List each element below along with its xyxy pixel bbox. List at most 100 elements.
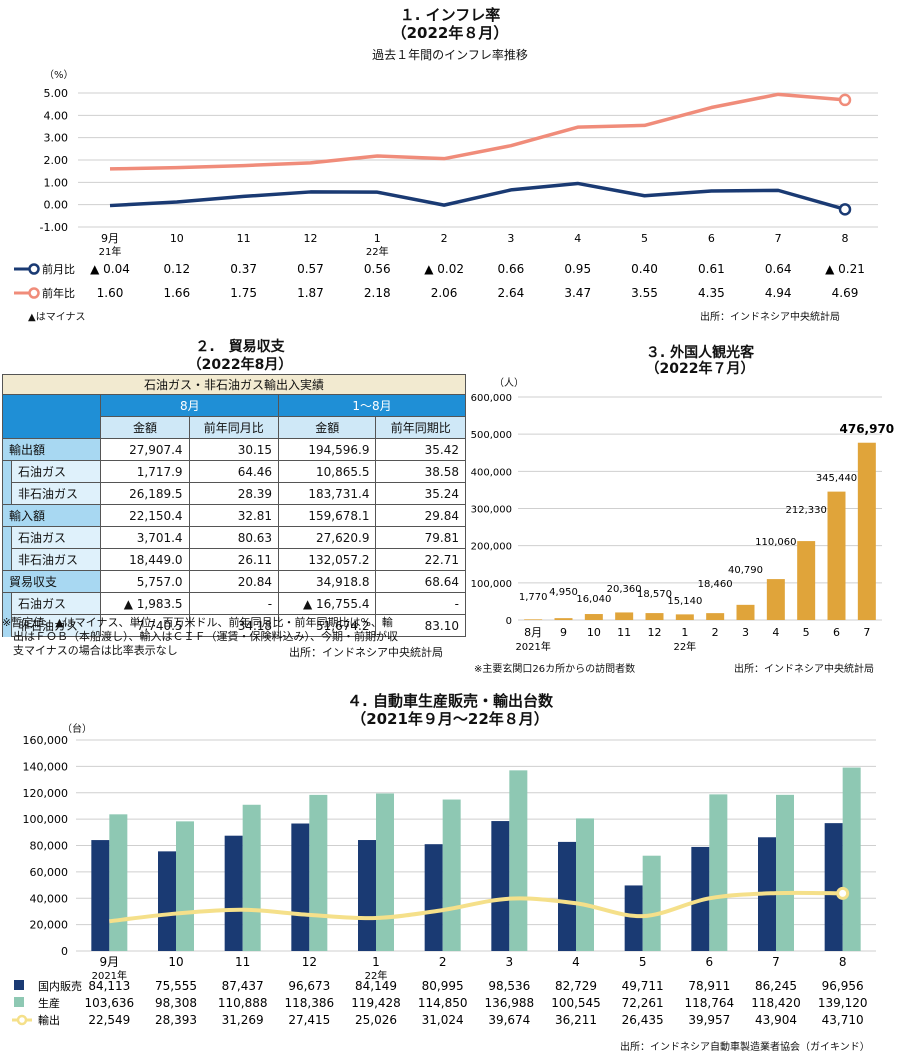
data-label: 100,545 (551, 996, 601, 1010)
row-label: 輸出額 (1, 438, 102, 461)
sec4-subtitle: （2021年９月～22年８月） (351, 710, 549, 728)
x-tick-label: 3 (507, 232, 514, 245)
y-tick-label: 400,000 (471, 467, 512, 478)
y-tick-label: 0 (61, 945, 68, 958)
table-cell: 51,674.2 (278, 614, 377, 637)
sec2-source: 出所：インドネシア中央統計局 (289, 646, 443, 659)
production-bar (176, 821, 194, 951)
data-label: 0.66 (498, 262, 525, 276)
x-tick-sublabel: 2021年 (515, 640, 550, 653)
table-cell: 38.58 (375, 460, 466, 483)
y-tick-label: 3.00 (44, 132, 69, 145)
data-label: 43,710 (822, 1013, 864, 1027)
table-row: 輸入額 22,150.4 32.81 159,678.1 29.84 (1, 504, 466, 527)
table-cell: 18,449.0 (100, 548, 190, 571)
data-label: 84,113 (88, 979, 130, 993)
table-body: 輸出額 27,907.4 30.15 194,596.9 35.42 石油ガス 1,717.… (1, 438, 466, 637)
y-tick-label: 300,000 (471, 505, 512, 516)
trade-balance-table: 石油ガス・非石油ガス輸出入実績 8月 1～8月 金額 前年同月比 金額 前年同期… (1, 374, 466, 637)
x-tick-label: 12 (648, 626, 662, 639)
domestic-sales-bar (91, 840, 110, 951)
data-label: 2.06 (431, 286, 458, 300)
mom-line (109, 181, 846, 212)
table-cell: 79.81 (375, 526, 466, 549)
domestic-sales-bar (291, 823, 310, 951)
x-tick-label: 5 (641, 232, 648, 245)
export-end-marker (836, 886, 850, 900)
table-corner (1, 394, 102, 439)
mom-end-marker (838, 203, 852, 216)
table-cell: 32.81 (188, 504, 280, 527)
bar (554, 618, 573, 620)
table-row: 非石油ガス 18,449.0 26.11 132,057.2 22.71 (2, 548, 466, 571)
data-label: 0.56 (364, 262, 391, 276)
table-cell: 22,150.4 (100, 504, 190, 527)
yoy-end-marker (838, 93, 852, 107)
x-tick-sublabel: 22年 (673, 640, 696, 653)
x-tick-label: 4 (574, 232, 581, 245)
sec4-title: ４. 自動車生産販売・輸出台数 (347, 692, 553, 710)
table-caption: 石油ガス・非石油ガス輸出入実績 (2, 374, 466, 395)
data-label: 0.95 (564, 262, 591, 276)
data-label: 98,536 (488, 979, 530, 993)
bar (736, 604, 755, 620)
table-cell: 183,731.4 (278, 482, 377, 505)
sec2-note: ※暫定値、▲はマイナス、単位：百万米ドル、前年同月比・前年同期比は%、輸 出はＦ… (2, 616, 472, 658)
y-tick-label: 40,000 (30, 892, 69, 905)
data-label: 36,211 (555, 1013, 597, 1027)
data-label: 0.40 (631, 262, 658, 276)
table-cell: 28.39 (188, 482, 280, 505)
legend-marker (28, 287, 40, 299)
legend-swatch (14, 980, 24, 990)
data-label: 3.47 (564, 286, 591, 300)
domestic-sales-bar (491, 821, 510, 951)
data-label: 22,549 (88, 1013, 130, 1027)
data-label: 345,440 (816, 473, 857, 484)
table-row: 非石油ガス 7,740.5 34.18 51,674.2 83.10 (2, 614, 466, 637)
table-cell: 34,918.8 (278, 570, 377, 593)
row-label: 石油ガス (10, 592, 102, 615)
data-label: 118,420 (751, 996, 801, 1010)
x-tick-label: 8 (842, 232, 849, 245)
x-tick-label: 6 (706, 955, 714, 969)
table-cell: 20.84 (188, 570, 280, 593)
yoy-line (109, 92, 846, 171)
row-label: 輸入額 (1, 504, 102, 527)
x-tick-sublabel: 22年 (366, 245, 389, 258)
production-bar (509, 770, 528, 951)
data-label: 4.35 (698, 286, 725, 300)
sec3-subtitle: （2022年７月） (645, 361, 755, 377)
table-cell: 29.84 (375, 504, 466, 527)
col-group-ytd: 1～8月 (278, 394, 466, 417)
data-label: ▲ 0.21 (825, 262, 865, 276)
x-tick-label: 10 (168, 955, 183, 969)
sec2-title: ２. 貿易収支 (195, 339, 285, 355)
production-bar (376, 793, 394, 951)
legend-label: 生産 (38, 996, 60, 1010)
data-label: 118,764 (685, 996, 735, 1010)
data-label: 118,386 (285, 996, 335, 1010)
x-tick-label: 9月 (100, 955, 120, 969)
sec3-unit: （人） (494, 378, 524, 389)
data-label: 114,850 (418, 996, 468, 1010)
y-tick-label: 80,000 (30, 840, 69, 853)
y-tick-label: 600,000 (471, 393, 512, 404)
table-cell: 7,740.5 (100, 614, 190, 637)
bar (766, 579, 785, 620)
production-bar (709, 794, 728, 951)
data-label: 1.60 (97, 286, 124, 300)
bar (857, 442, 876, 620)
col-group-month: 8月 (100, 394, 280, 417)
sec1-caption: 過去１年間のインフレ率推移 (372, 48, 528, 62)
x-tick-sublabel: 22年 (365, 969, 388, 982)
x-tick-label: 3 (506, 955, 514, 969)
sec1-note: ▲はマイナス (28, 312, 86, 323)
bar (827, 491, 846, 620)
table-cell: 35.24 (375, 482, 466, 505)
legend-swatch (14, 997, 24, 1007)
x-tick-label: 9 (560, 626, 567, 639)
y-tick-label: 100,000 (23, 813, 69, 826)
table-row: 石油ガス 3,701.4 80.63 27,620.9 79.81 (2, 526, 466, 549)
data-label: 40,790 (728, 565, 763, 576)
